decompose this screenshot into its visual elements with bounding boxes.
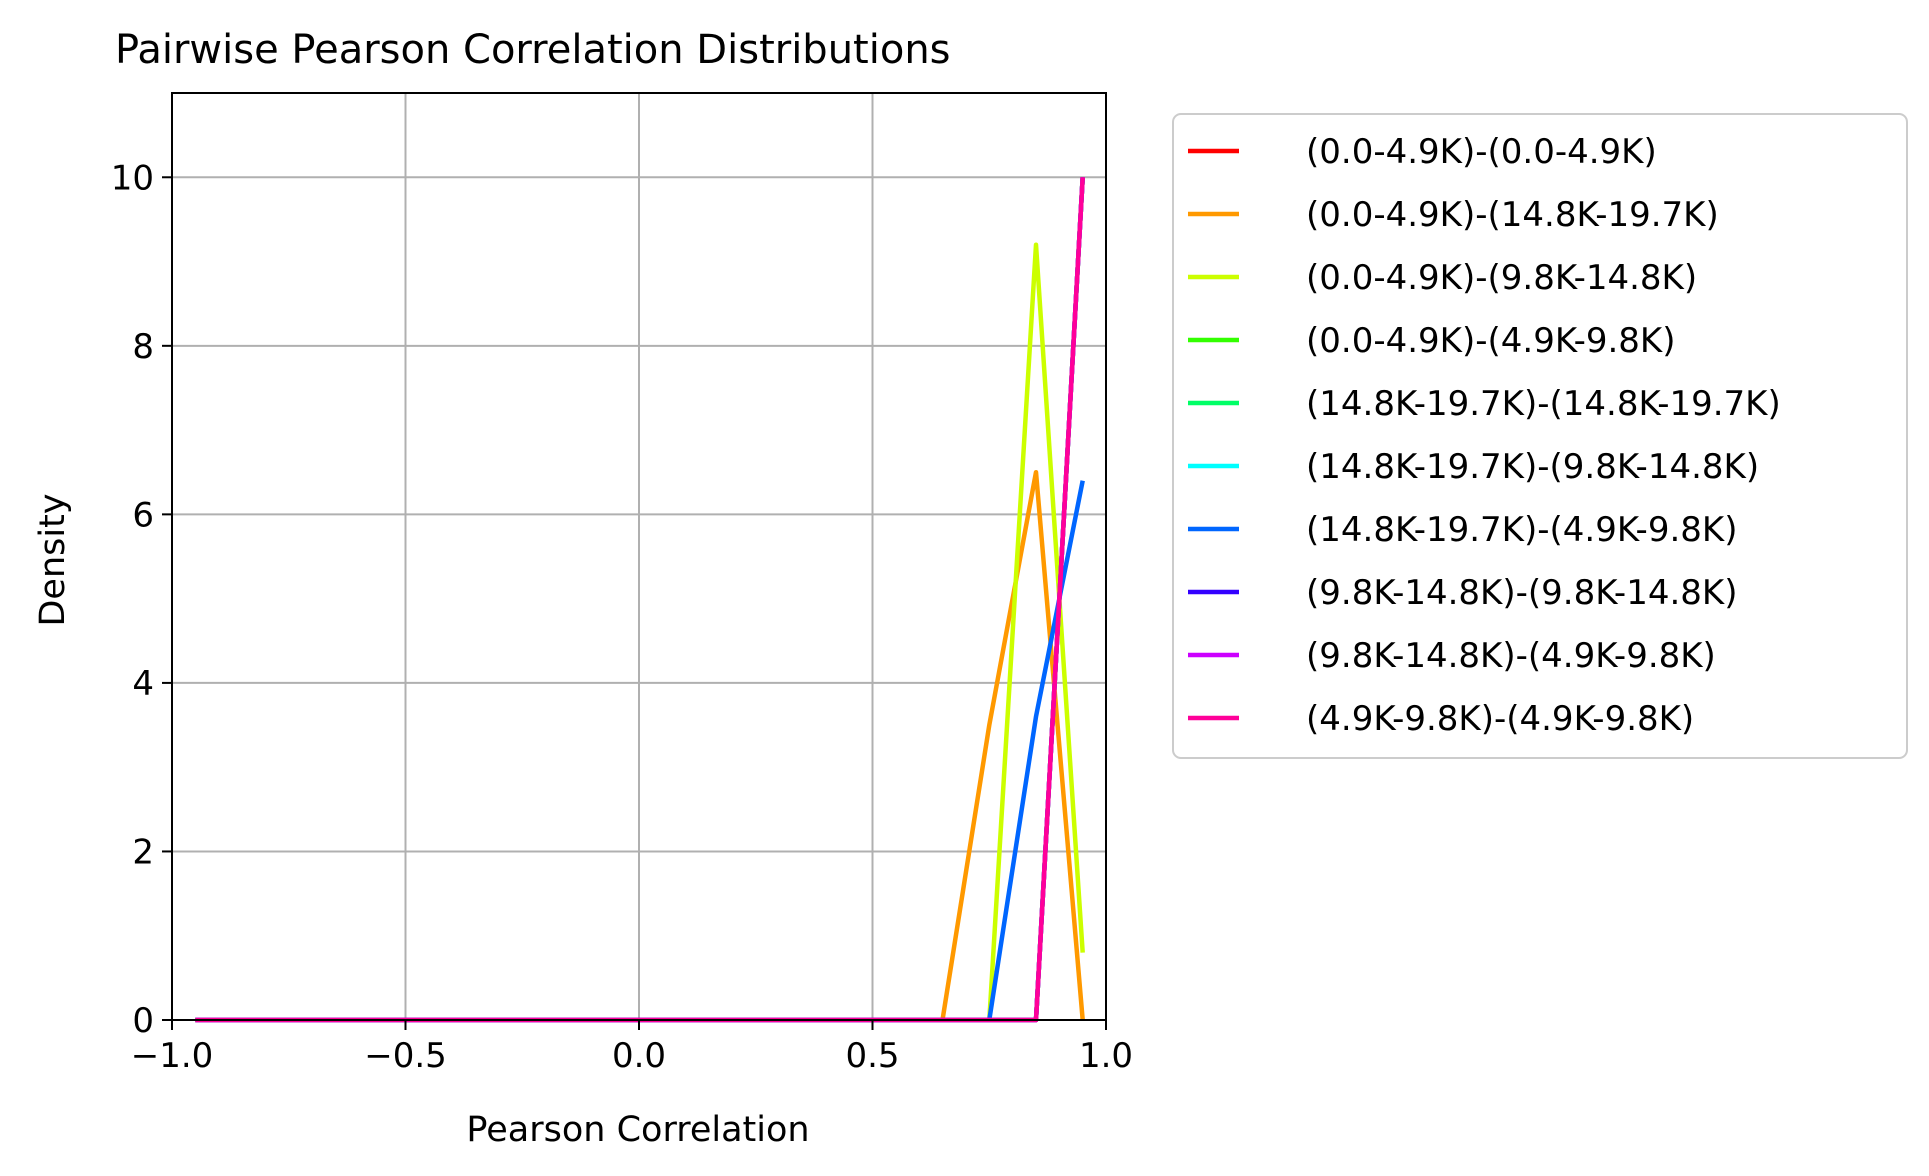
x-tick-label: −0.5 — [364, 1036, 447, 1076]
legend-label: (14.8K-19.7K)-(9.8K-14.8K) — [1306, 447, 1759, 487]
legend-label: (9.8K-14.8K)-(4.9K-9.8K) — [1306, 636, 1716, 676]
y-tick-label: 4 — [132, 664, 154, 704]
legend-label: (14.8K-19.7K)-(14.8K-19.7K) — [1306, 384, 1781, 424]
legend-label: (0.0-4.9K)-(9.8K-14.8K) — [1306, 258, 1697, 298]
legend: (0.0-4.9K)-(0.0-4.9K) (0.0-4.9K)-(14.8K-1… — [1172, 113, 1908, 759]
x-axis-label: Pearson Correlation — [466, 1110, 809, 1150]
x-tick-label: 0.0 — [612, 1036, 666, 1076]
y-tick-label: 2 — [132, 832, 154, 872]
y-tick-label: 10 — [111, 158, 154, 198]
x-tick-label: −1.0 — [131, 1036, 214, 1076]
x-axis-ticks: −1.0 −0.5 0.0 0.5 1.0 — [131, 1020, 1133, 1076]
legend-label: (9.8K-14.8K)-(9.8K-14.8K) — [1306, 573, 1737, 613]
y-tick-label: 0 — [132, 1001, 154, 1041]
y-axis-ticks: 0 2 4 6 8 10 — [111, 158, 172, 1041]
legend-label: (0.0-4.9K)-(4.9K-9.8K) — [1306, 321, 1675, 361]
legend-box — [1172, 113, 1908, 759]
y-axis-label: Density — [33, 493, 73, 626]
legend-label: (0.0-4.9K)-(0.0-4.9K) — [1306, 132, 1657, 172]
x-tick-label: 1.0 — [1079, 1036, 1133, 1076]
x-tick-label: 0.5 — [845, 1036, 899, 1076]
legend-items: (0.0-4.9K)-(0.0-4.9K) (0.0-4.9K)-(14.8K-1… — [1188, 132, 1781, 739]
legend-label: (4.9K-9.8K)-(4.9K-9.8K) — [1306, 699, 1694, 739]
chart-title: Pairwise Pearson Correlation Distributio… — [115, 27, 951, 73]
y-tick-label: 8 — [132, 327, 154, 367]
y-tick-label: 6 — [132, 495, 154, 535]
legend-label: (0.0-4.9K)-(14.8K-19.7K) — [1306, 195, 1719, 235]
legend-label: (14.8K-19.7K)-(4.9K-9.8K) — [1306, 510, 1737, 550]
